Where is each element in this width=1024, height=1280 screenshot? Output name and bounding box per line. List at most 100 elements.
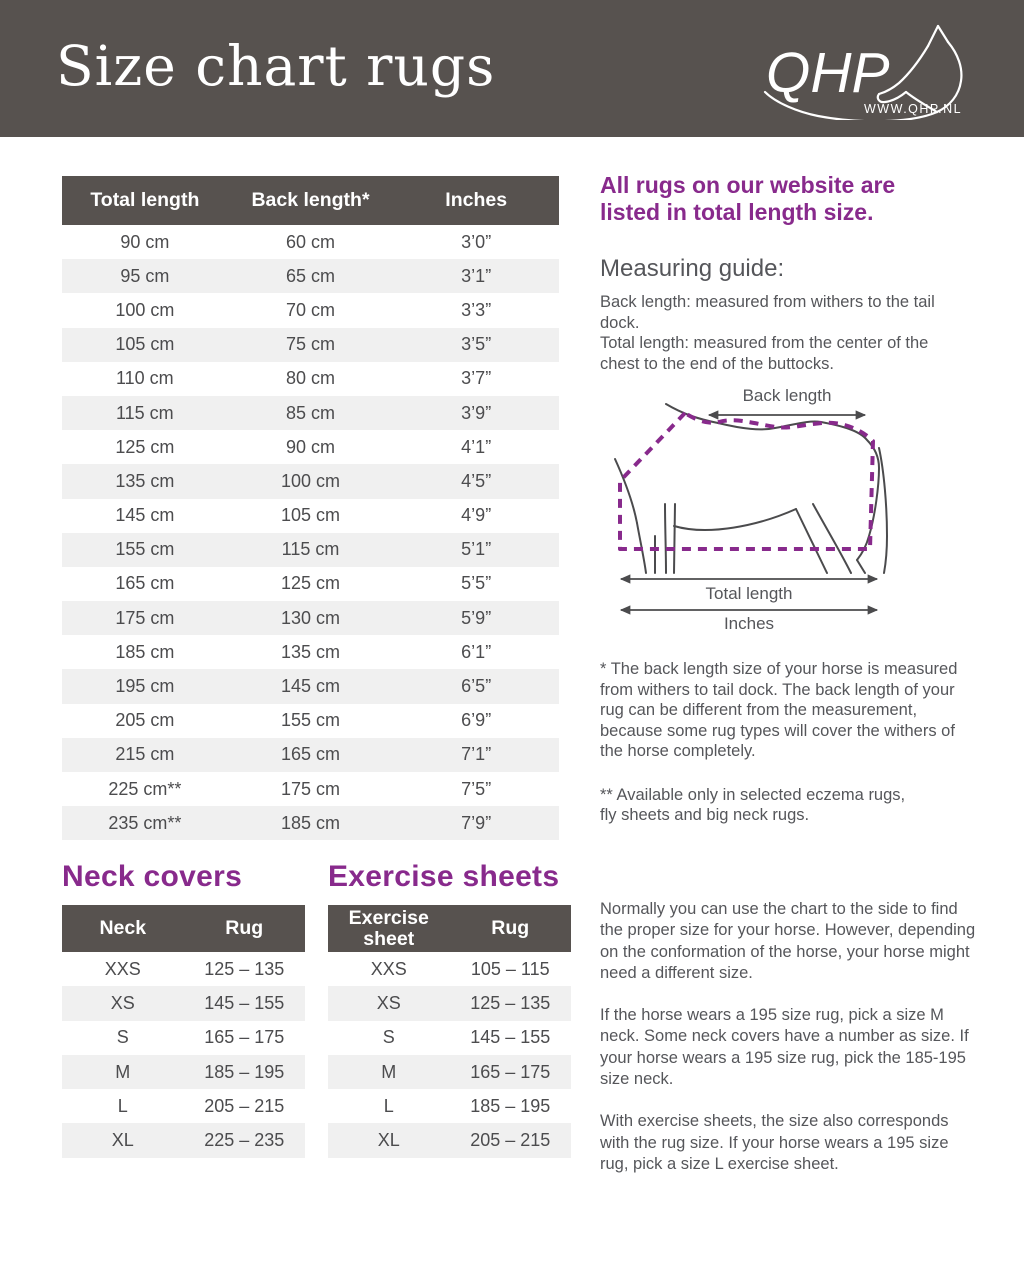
page-header: Size chart rugs QHP WWW.QHP.NL bbox=[0, 0, 1024, 137]
table-cell: 105 cm bbox=[280, 505, 341, 526]
table-row: 195 cm 145 cm 6’5” bbox=[62, 669, 559, 704]
table-cell: 7’5” bbox=[461, 778, 492, 799]
horse-head-icon bbox=[763, 24, 963, 120]
table-cell: 185 cm bbox=[280, 812, 341, 833]
measuring-guide-text: Back length: measured from withers to th… bbox=[600, 292, 942, 374]
guide-line-total-length: Total length: measured from the center o… bbox=[600, 334, 929, 373]
page-title: Size chart rugs bbox=[56, 34, 496, 98]
table-cell: 75 cm bbox=[285, 334, 336, 355]
measuring-guide-title: Measuring guide: bbox=[600, 255, 785, 282]
table-cell: 225 cm** bbox=[108, 778, 182, 799]
footnote-availability: ** Available only in selected eczema rug… bbox=[600, 785, 906, 825]
table-row: XXS 105 – 115 bbox=[328, 952, 571, 986]
column-header: Back length* bbox=[251, 189, 370, 211]
table-cell: 155 cm bbox=[115, 539, 175, 560]
table-row: L 185 – 195 bbox=[328, 1089, 571, 1123]
table-cell: 205 – 215 bbox=[470, 1130, 551, 1151]
table-row: 185 cm 135 cm 6’1” bbox=[62, 635, 559, 669]
column-header: Exercise sheet bbox=[348, 906, 429, 950]
table-cell: 125 – 135 bbox=[204, 958, 285, 979]
size-chart-table: Total length Back length* Inches 90 cm 60 cm… bbox=[62, 176, 559, 841]
table-cell: 145 cm bbox=[280, 676, 341, 697]
logo-brand-text: QHP bbox=[766, 41, 890, 105]
column-header: Rug bbox=[491, 917, 530, 940]
horse-outline bbox=[614, 403, 888, 574]
advice-paragraph-exercise-sheet: With exercise sheets, the size also corr… bbox=[600, 1112, 949, 1173]
table-cell: 165 – 175 bbox=[204, 1027, 285, 1048]
table-row: 215 cm 165 cm 7’1” bbox=[62, 737, 559, 772]
table-cell: 7’9” bbox=[461, 812, 492, 833]
table-cell: XS bbox=[376, 992, 401, 1013]
table-row: XL 205 – 215 bbox=[328, 1123, 571, 1158]
table-cell: 6’5” bbox=[461, 676, 492, 697]
table-cell: 6’9” bbox=[461, 710, 492, 731]
table-cell: 85 cm bbox=[285, 402, 336, 423]
table-row: M 185 – 195 bbox=[62, 1054, 305, 1090]
table-cell: 3’3” bbox=[461, 299, 492, 320]
table-header-row: Total length Back length* Inches bbox=[62, 176, 559, 225]
table-cell: 4’1” bbox=[461, 436, 492, 457]
table-cell: M bbox=[381, 1061, 397, 1082]
table-cell: 3’1” bbox=[461, 265, 492, 286]
table-cell: 115 cm bbox=[115, 402, 174, 423]
rug-dashed-outline bbox=[618, 411, 875, 551]
table-cell: XL bbox=[377, 1130, 400, 1151]
table-cell: 215 cm bbox=[115, 744, 175, 765]
table-cell: 105 – 115 bbox=[470, 958, 550, 979]
qhp-logo: QHP WWW.QHP.NL bbox=[763, 24, 963, 120]
column-header: Total length bbox=[90, 189, 200, 211]
table-cell: 115 cm bbox=[281, 539, 340, 560]
table-cell: 4’5” bbox=[461, 470, 492, 491]
table-row: S 165 – 175 bbox=[62, 1021, 305, 1055]
table-header-row: Neck Rug bbox=[62, 905, 305, 952]
table-cell: 125 cm bbox=[115, 436, 175, 457]
table-cell: 145 – 155 bbox=[470, 1027, 551, 1048]
horse-measuring-diagram: Back length Total length Inches bbox=[614, 386, 888, 633]
table-row: XS 145 – 155 bbox=[62, 986, 305, 1021]
table-cell: 95 cm bbox=[120, 265, 170, 286]
table-cell: 135 cm bbox=[115, 470, 175, 491]
footnote-back-length: * The back length size of your horse is … bbox=[600, 660, 958, 760]
table-cell: M bbox=[115, 1061, 131, 1082]
table-cell: 145 cm bbox=[115, 505, 175, 526]
table-cell: 3’0” bbox=[461, 231, 492, 252]
table-row: L 205 – 215 bbox=[62, 1089, 305, 1123]
table-row: 235 cm** 185 cm 7’9” bbox=[62, 806, 559, 841]
table-header-row: Exercise sheet Rug bbox=[328, 905, 571, 952]
table-row: 155 cm 115 cm 5’1” bbox=[62, 532, 559, 567]
table-row: XL 225 – 235 bbox=[62, 1123, 305, 1158]
table-cell: 5’1” bbox=[461, 539, 492, 560]
table-row: 175 cm 130 cm 5’9” bbox=[62, 601, 559, 636]
table-cell: 125 cm bbox=[280, 573, 341, 594]
table-cell: XS bbox=[110, 992, 135, 1013]
exercise-sheets-title: Exercise sheets bbox=[328, 860, 560, 893]
table-cell: 5’5” bbox=[461, 573, 492, 594]
table-cell: 165 cm bbox=[280, 744, 341, 765]
table-cell: 70 cm bbox=[285, 299, 336, 320]
table-cell: 130 cm bbox=[280, 607, 341, 628]
table-cell: 3’7” bbox=[461, 368, 492, 389]
table-cell: 135 cm bbox=[280, 641, 341, 662]
table-cell: 155 cm bbox=[280, 710, 341, 731]
table-cell: 80 cm bbox=[285, 368, 336, 389]
table-cell: 100 cm bbox=[115, 299, 175, 320]
advice-paragraph-general: Normally you can use the chart to the si… bbox=[600, 900, 976, 982]
table-row: 115 cm 85 cm 3’9” bbox=[62, 395, 559, 431]
advice-paragraph-neck: If the horse wears a 195 size rug, pick … bbox=[600, 1006, 969, 1089]
column-header: Inches bbox=[445, 189, 508, 211]
inches-label: Inches bbox=[724, 614, 774, 633]
table-row: 225 cm** 175 cm 7’5” bbox=[62, 772, 559, 806]
table-cell: L bbox=[117, 1095, 128, 1116]
table-row: 90 cm 60 cm 3’0” bbox=[62, 225, 559, 259]
table-cell: 6’1” bbox=[461, 641, 492, 662]
table-row: 125 cm 90 cm 4’1” bbox=[62, 430, 559, 464]
table-cell: 125 – 135 bbox=[470, 992, 551, 1013]
table-cell: L bbox=[383, 1095, 394, 1116]
table-row: 95 cm 65 cm 3’1” bbox=[62, 259, 559, 294]
table-row: M 165 – 175 bbox=[328, 1054, 571, 1090]
exercise-sheets-table: Exercise sheet Rug XXS 105 – 115 XS 125 – 135… bbox=[328, 905, 571, 1158]
table-row: 100 cm 70 cm 3’3” bbox=[62, 293, 559, 327]
table-cell: 110 cm bbox=[115, 368, 174, 389]
table-cell: 205 – 215 bbox=[204, 1095, 285, 1116]
table-cell: 90 cm bbox=[120, 231, 170, 252]
